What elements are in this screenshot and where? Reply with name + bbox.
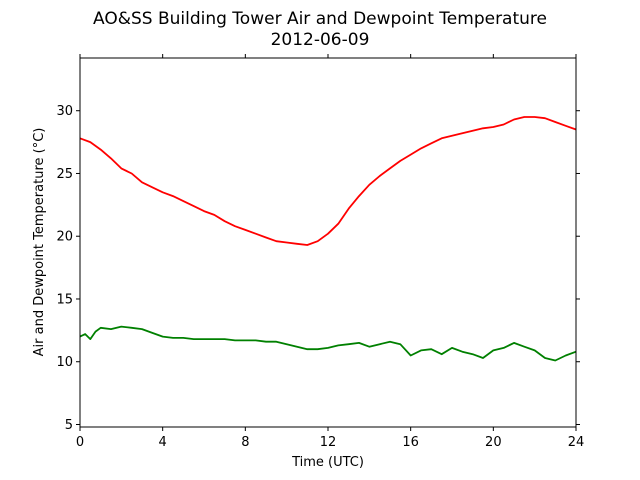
x-tick-label: 16 <box>402 435 419 450</box>
x-tick-label: 20 <box>485 435 502 450</box>
x-tick-label: 8 <box>241 435 249 450</box>
plot-frame <box>79 57 577 428</box>
y-tick-label: 15 <box>56 292 73 307</box>
y-tick-label: 30 <box>56 104 73 119</box>
x-tick-label: 24 <box>568 435 585 450</box>
x-axis-label: Time (UTC) <box>291 455 364 470</box>
x-tick-label: 12 <box>320 435 337 450</box>
y-tick-label: 25 <box>56 167 73 182</box>
y-tick-label: 5 <box>65 418 73 433</box>
tick-layer: 0 4 8 12 16 20 24 5 10 15 20 25 30 <box>56 54 584 450</box>
chart-title: AO&SS Building Tower Air and Dewpoint Te… <box>93 9 547 29</box>
series-line-1 <box>79 116 577 246</box>
y-tick-label: 10 <box>56 355 73 370</box>
x-tick-label: 4 <box>159 435 167 450</box>
x-tick-label: 0 <box>76 435 84 450</box>
series-layer <box>79 116 577 362</box>
y-tick-label: 20 <box>56 230 73 245</box>
chart-subtitle: 2012-06-09 <box>271 30 370 50</box>
series-line-2 <box>79 325 577 362</box>
y-axis-label: Air and Dewpoint Temperature (°C) <box>32 128 47 357</box>
